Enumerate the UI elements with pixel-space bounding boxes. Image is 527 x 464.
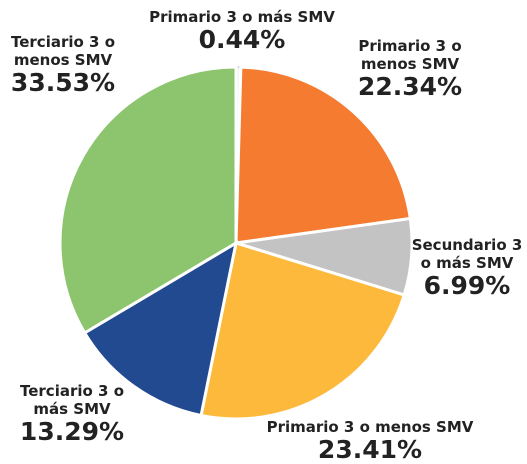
value-label: 23.41% [317, 435, 423, 464]
slice-label: Primario 3 o menos SMV 22.34% [345, 37, 475, 101]
pie-slice [234, 65, 412, 245]
category-label: Secundario 3 o más SMV [411, 236, 523, 272]
category-label: Primario 3 o menos SMV [358, 37, 462, 73]
slice-label: Primario 3 o menos SMV 23.41% [255, 418, 485, 464]
category-label: Terciario 3 o más SMV [20, 382, 124, 418]
value-label: 0.44% [198, 25, 286, 54]
value-label: 33.53% [10, 68, 116, 97]
slice-label: Terciario 3 o menos SMV 33.53% [3, 33, 123, 97]
slice-label: Terciario 3 o más SMV 13.29% [12, 382, 132, 446]
pie-slice [199, 241, 407, 421]
value-label: 22.34% [357, 72, 463, 101]
category-label: Primario 3 o menos SMV [266, 418, 474, 436]
value-label: 13.29% [19, 417, 125, 446]
pie-slice [82, 239, 239, 418]
slice-label: Secundario 3 o más SMV 6.99% [407, 236, 527, 300]
value-label: 6.99% [423, 271, 511, 300]
slice-label: Primario 3 o más SMV 0.44% [132, 8, 352, 54]
category-label: Primario 3 o más SMV [149, 8, 335, 26]
category-label: Terciario 3 o menos SMV [11, 33, 115, 69]
pie-slice [58, 65, 238, 335]
